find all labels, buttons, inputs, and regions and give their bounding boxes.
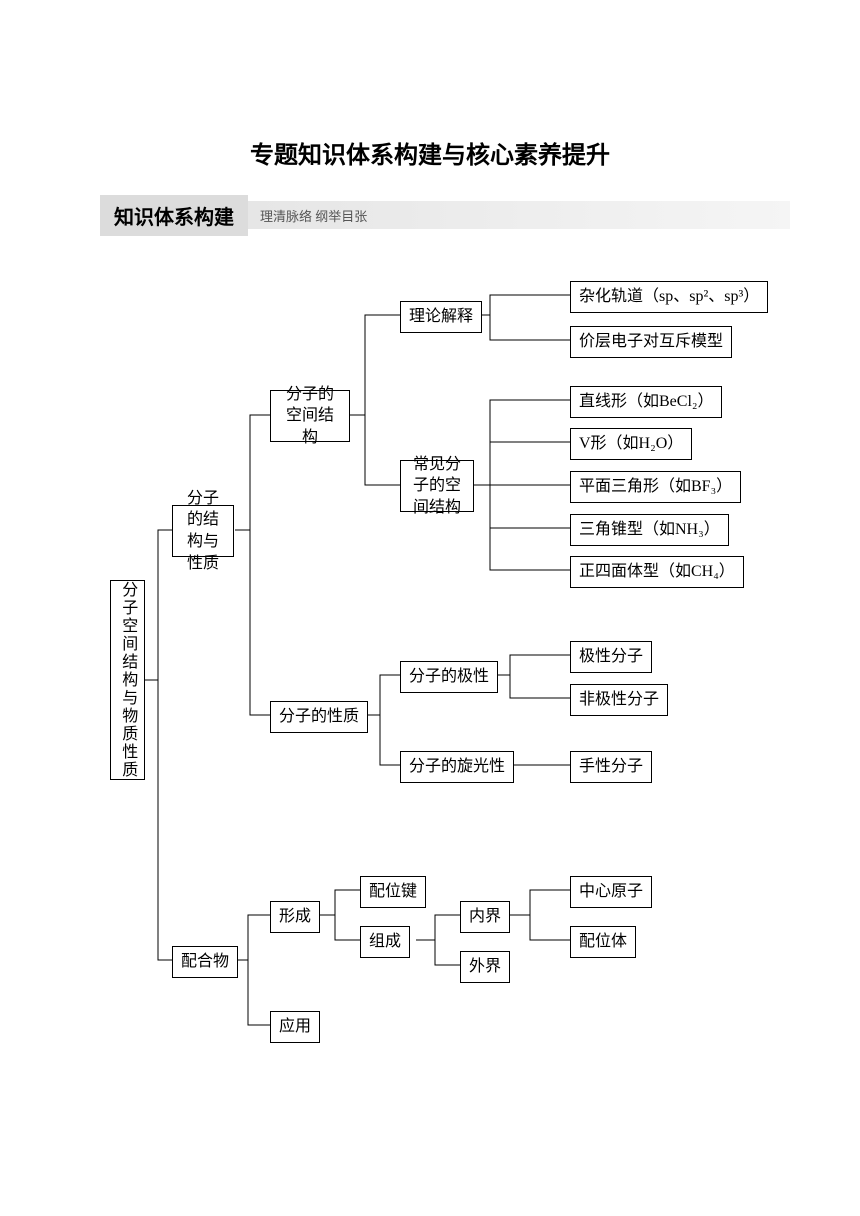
node-l4i: 非极性分子 (570, 684, 668, 716)
tree-diagram: 分子空间结构与物质性质 分子的结构与性质 配合物 分子的空间结构 分子的性质 形… (100, 260, 800, 1130)
node-l4k: 内界 (460, 901, 510, 933)
page-title: 专题知识体系构建与核心素养提升 (0, 135, 860, 170)
node-l3c: 分子的极性 (400, 661, 498, 693)
node-l1b: 配合物 (172, 946, 238, 978)
node-l1a: 分子的结构与性质 (172, 505, 234, 557)
node-l3a: 理论解释 (400, 301, 482, 333)
banner-sub-text: 理清脉络 纲举目张 (248, 201, 790, 229)
node-root: 分子空间结构与物质性质 (110, 580, 145, 780)
node-l3e: 配位键 (360, 876, 426, 908)
node-l3d: 分子的旋光性 (400, 751, 514, 783)
node-l2a: 分子的空间结构 (270, 390, 350, 442)
node-l4c: 直线形（如BeCl₂） (570, 386, 722, 418)
node-l2b: 分子的性质 (270, 701, 368, 733)
node-l4f: 三角锥型（如NH₃） (570, 514, 729, 546)
node-l4a: 杂化轨道（sp、sp²、sp³） (570, 281, 768, 313)
node-l2d: 应用 (270, 1011, 320, 1043)
section-banner: 知识体系构建 理清脉络 纲举目张 (100, 195, 790, 235)
banner-main-text: 知识体系构建 (100, 195, 248, 236)
node-l4g: 正四面体型（如CH₄） (570, 556, 744, 588)
node-l4d: V形（如H₂O） (570, 428, 692, 460)
node-l5a: 中心原子 (570, 876, 652, 908)
node-l4b: 价层电子对互斥模型 (570, 326, 732, 358)
node-l4l: 外界 (460, 951, 510, 983)
node-l5b: 配位体 (570, 926, 636, 958)
node-l3f: 组成 (360, 926, 410, 958)
node-l2c: 形成 (270, 901, 320, 933)
node-l3b: 常见分子的空间结构 (400, 460, 474, 512)
node-l4e: 平面三角形（如BF₃） (570, 471, 741, 503)
node-l4h: 极性分子 (570, 641, 652, 673)
node-l4j: 手性分子 (570, 751, 652, 783)
